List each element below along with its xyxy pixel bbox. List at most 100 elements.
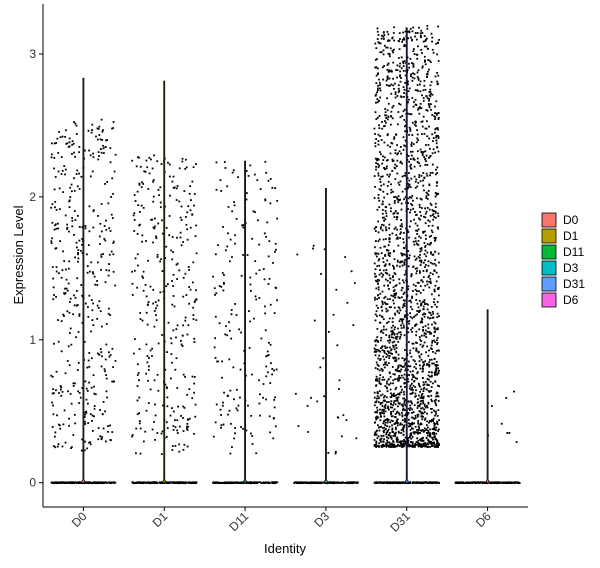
data-point <box>379 438 382 441</box>
data-point <box>416 281 419 284</box>
data-point <box>392 431 394 433</box>
data-point <box>373 262 376 265</box>
data-point <box>103 368 106 371</box>
data-point <box>410 382 413 385</box>
data-point <box>140 481 142 484</box>
data-point <box>423 253 426 256</box>
data-point <box>375 66 378 69</box>
data-point <box>424 222 427 225</box>
data-point <box>396 400 399 402</box>
data-point <box>392 382 394 385</box>
data-point <box>417 139 419 141</box>
data-point <box>346 301 349 304</box>
data-point <box>417 228 420 231</box>
data-point <box>398 102 400 105</box>
data-point <box>84 482 86 485</box>
data-point <box>186 428 189 431</box>
data-point <box>401 322 404 325</box>
data-point <box>396 335 399 338</box>
data-point <box>386 382 388 385</box>
data-point <box>393 395 396 397</box>
data-point <box>170 481 173 484</box>
data-point <box>417 401 420 404</box>
data-point <box>340 482 342 484</box>
data-point <box>384 403 387 406</box>
data-point <box>375 168 377 171</box>
data-point <box>402 376 405 379</box>
data-point <box>233 204 236 207</box>
data-point <box>381 379 384 381</box>
data-point <box>144 482 146 484</box>
data-point <box>411 378 413 381</box>
data-point <box>378 354 381 357</box>
data-point <box>350 270 353 273</box>
data-point <box>83 416 86 418</box>
data-point <box>415 367 417 370</box>
data-point <box>434 380 437 383</box>
data-point <box>379 135 382 137</box>
data-point <box>413 366 416 368</box>
data-point <box>377 172 380 175</box>
data-point <box>404 188 407 190</box>
data-point <box>456 482 459 484</box>
data-point <box>235 218 238 220</box>
data-point <box>421 300 424 303</box>
data-point <box>382 435 385 437</box>
data-point <box>421 428 424 431</box>
data-point <box>421 370 424 373</box>
data-point <box>412 105 415 108</box>
data-point <box>399 95 402 98</box>
data-point <box>179 231 182 234</box>
data-point <box>87 244 90 247</box>
data-point <box>423 301 426 304</box>
data-point <box>84 413 86 416</box>
data-point <box>388 372 391 375</box>
data-point <box>408 126 411 129</box>
data-point <box>258 379 260 382</box>
data-point <box>92 209 95 211</box>
data-point <box>433 426 436 429</box>
data-point <box>414 32 417 34</box>
data-point <box>375 385 377 387</box>
data-point <box>399 233 402 235</box>
data-point <box>412 427 414 430</box>
data-point <box>374 444 377 447</box>
data-point <box>399 224 402 227</box>
data-point <box>403 291 406 294</box>
data-point <box>380 425 382 428</box>
data-point <box>417 77 420 80</box>
data-point <box>426 174 429 177</box>
data-point <box>241 224 244 227</box>
data-point <box>386 380 388 383</box>
data-point <box>78 315 81 317</box>
data-point <box>354 481 356 484</box>
data-point <box>416 302 419 305</box>
data-point <box>386 439 389 442</box>
data-point <box>65 129 67 132</box>
data-point <box>265 375 268 378</box>
data-point <box>267 283 270 285</box>
data-point <box>91 309 94 312</box>
data-point <box>409 165 412 168</box>
data-point <box>397 306 400 309</box>
data-point <box>425 351 428 354</box>
data-point <box>64 292 67 294</box>
data-point <box>427 156 430 159</box>
data-point <box>69 186 72 189</box>
data-point <box>434 284 437 287</box>
data-point <box>493 482 496 485</box>
data-point <box>396 367 399 370</box>
data-point <box>386 249 389 252</box>
data-point <box>385 269 388 271</box>
data-point <box>409 407 412 409</box>
data-point <box>383 328 385 331</box>
data-point <box>374 157 377 160</box>
data-point <box>424 45 426 48</box>
data-point <box>437 446 439 448</box>
data-point <box>377 143 380 146</box>
data-point <box>412 342 415 345</box>
data-point <box>438 419 440 422</box>
data-point <box>154 403 156 406</box>
data-point <box>410 432 413 435</box>
data-point <box>386 322 388 324</box>
